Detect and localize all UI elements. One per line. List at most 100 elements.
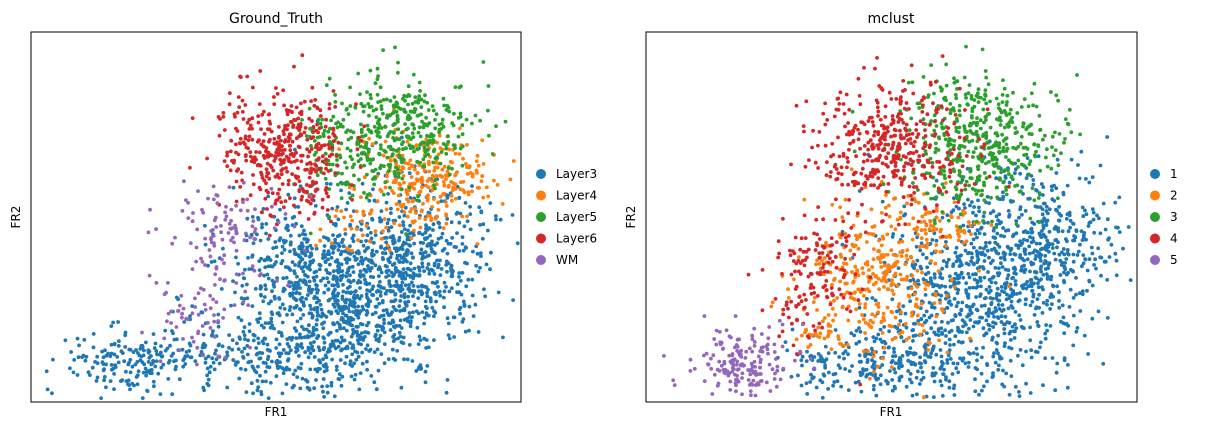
scatter-point-layer3 <box>324 181 329 186</box>
scatter-point-layer5 <box>338 122 343 127</box>
scatter-point-2 <box>868 318 873 323</box>
scatter-point-layer3 <box>102 367 106 372</box>
scatter-point-1 <box>897 356 902 360</box>
scatter-point-1 <box>987 290 991 295</box>
scatter-point-layer3 <box>115 355 120 359</box>
scatter-point-1 <box>1001 307 1006 312</box>
scatter-point-1 <box>878 337 883 342</box>
scatter-point-layer3 <box>351 299 356 304</box>
scatter-point-layer5 <box>401 157 406 162</box>
scatter-point-layer3 <box>287 344 292 349</box>
scatter-point-layer6 <box>264 149 268 154</box>
scatter-point-layer3 <box>243 367 248 372</box>
scatter-point-1 <box>1001 368 1005 373</box>
scatter-point-layer3 <box>312 340 316 344</box>
scatter-point-layer4 <box>354 209 359 214</box>
scatter-point-layer3 <box>126 362 131 367</box>
scatter-point-1 <box>1083 208 1087 213</box>
scatter-point-1 <box>1002 234 1006 239</box>
scatter-point-layer6 <box>265 161 270 166</box>
scatter-point-layer3 <box>312 296 316 300</box>
scatter-point-layer3 <box>377 315 382 320</box>
scatter-point-layer5 <box>383 124 387 129</box>
scatter-point-layer4 <box>395 207 400 212</box>
scatter-point-layer3 <box>402 292 407 297</box>
scatter-point-layer3 <box>104 353 109 358</box>
scatter-point-layer3 <box>236 261 241 266</box>
scatter-point-layer3 <box>328 349 332 353</box>
scatter-point-2 <box>879 243 884 248</box>
scatter-point-layer5 <box>412 110 417 114</box>
scatter-point-1 <box>972 245 976 250</box>
scatter-point-1 <box>870 358 874 363</box>
scatter-point-1 <box>984 318 989 323</box>
scatter-point-layer3 <box>172 337 177 342</box>
scatter-point-layer6 <box>255 163 260 168</box>
scatter-point-3 <box>1002 86 1007 91</box>
scatter-point-1 <box>1049 274 1054 279</box>
scatter-point-layer6 <box>228 149 233 154</box>
scatter-point-1 <box>1052 251 1057 256</box>
scatter-point-layer3 <box>258 356 263 361</box>
scatter-point-layer3 <box>287 367 292 372</box>
scatter-point-layer4 <box>394 202 399 207</box>
scatter-point-1 <box>973 366 978 370</box>
scatter-point-wm <box>147 273 152 278</box>
scatter-point-layer4 <box>415 179 420 183</box>
scatter-point-layer3 <box>336 302 340 307</box>
scatter-point-1 <box>1041 226 1046 231</box>
scatter-point-layer3 <box>358 269 363 274</box>
scatter-point-2 <box>832 298 836 303</box>
scatter-point-layer5 <box>422 122 426 126</box>
scatter-point-layer5 <box>392 131 396 135</box>
scatter-point-1 <box>1029 348 1034 353</box>
scatter-point-layer3 <box>322 395 326 399</box>
scatter-point-1 <box>918 248 923 253</box>
scatter-point-wm <box>209 240 214 245</box>
scatter-point-layer3 <box>379 244 383 249</box>
scatter-point-layer6 <box>275 140 280 145</box>
scatter-point-layer3 <box>245 282 249 287</box>
scatter-point-layer3 <box>457 220 462 225</box>
scatter-point-layer4 <box>423 217 428 222</box>
scatter-point-1 <box>964 322 968 327</box>
scatter-point-layer3 <box>285 313 289 317</box>
scatter-point-1 <box>940 266 944 271</box>
scatter-point-layer6 <box>358 165 363 170</box>
scatter-point-1 <box>1079 149 1084 154</box>
scatter-point-layer3 <box>404 303 409 308</box>
scatter-point-1 <box>1080 289 1085 294</box>
scatter-point-layer3 <box>154 349 159 353</box>
scatter-point-layer6 <box>234 179 239 184</box>
scatter-point-1 <box>1016 353 1020 358</box>
scatter-point-2 <box>832 276 837 281</box>
scatter-point-layer3 <box>342 326 346 331</box>
scatter-point-layer6 <box>324 166 328 171</box>
scatter-point-layer3 <box>234 255 238 260</box>
scatter-point-layer6 <box>260 210 264 215</box>
scatter-point-1 <box>1071 259 1076 264</box>
scatter-point-layer6 <box>276 135 281 140</box>
scatter-point-1 <box>1089 245 1094 250</box>
scatter-point-layer3 <box>333 222 338 226</box>
scatter-point-1 <box>1099 273 1103 278</box>
scatter-point-1 <box>931 284 936 288</box>
scatter-point-layer6 <box>241 140 246 145</box>
scatter-point-layer5 <box>421 157 426 162</box>
scatter-point-layer3 <box>280 391 285 396</box>
scatter-point-layer6 <box>288 143 292 148</box>
scatter-point-2 <box>961 241 966 245</box>
scatter-point-layer3 <box>292 326 297 331</box>
scatter-point-1 <box>1057 305 1062 310</box>
scatter-point-layer6 <box>262 132 267 136</box>
scatter-point-layer3 <box>341 273 345 278</box>
scatter-point-1 <box>1090 175 1095 180</box>
scatter-point-layer3 <box>91 345 96 350</box>
scatter-point-layer5 <box>342 181 347 186</box>
scatter-point-layer5 <box>327 76 332 81</box>
scatter-point-1 <box>853 380 858 385</box>
scatter-point-layer6 <box>280 167 285 171</box>
scatter-point-1 <box>1101 361 1106 366</box>
scatter-point-wm <box>241 300 246 305</box>
scatter-point-layer6 <box>297 126 302 131</box>
